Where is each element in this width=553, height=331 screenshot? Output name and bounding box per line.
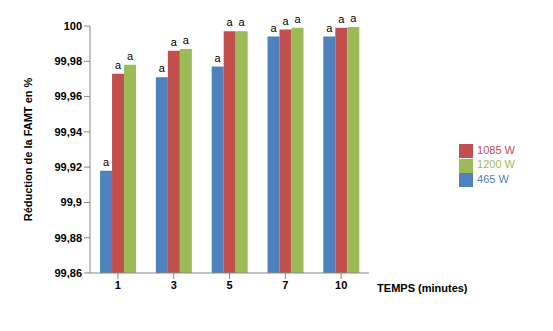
html-text:1085 W: 1085 W	[477, 144, 515, 157]
svg-text:99,96: 99,96	[54, 90, 82, 102]
svg-text:TEMPS (minutes): TEMPS (minutes)	[377, 282, 468, 294]
svg-text:a: a	[282, 15, 289, 27]
svg-text:a: a	[338, 13, 345, 25]
svg-text:a: a	[127, 50, 134, 62]
svg-text:99,94: 99,94	[54, 126, 82, 138]
html-text:1200 W: 1200 W	[477, 158, 515, 171]
svg-text:99,92: 99,92	[54, 161, 82, 173]
svg-text:100: 100	[64, 20, 82, 32]
svg-text:Réduction de la FAMT en %: Réduction de la FAMT en %	[22, 77, 34, 221]
svg-text:a: a	[115, 59, 122, 71]
svg-text:5: 5	[226, 279, 232, 291]
svg-text:99,86: 99,86	[54, 267, 82, 279]
svg-text:a: a	[171, 36, 178, 48]
svg-text:a: a	[103, 156, 110, 168]
svg-text:10: 10	[335, 279, 347, 291]
svg-text:1: 1	[115, 279, 121, 291]
svg-text:a: a	[270, 22, 277, 34]
svg-text:a: a	[239, 16, 246, 28]
svg-text:99,98: 99,98	[54, 55, 82, 67]
svg-text:a: a	[227, 16, 234, 28]
svg-text:a: a	[350, 12, 357, 24]
svg-text:a: a	[159, 62, 166, 74]
svg-text:a: a	[326, 22, 333, 34]
svg-text:99,9: 99,9	[61, 196, 82, 208]
svg-text:a: a	[183, 34, 190, 46]
svg-text:3: 3	[171, 279, 177, 291]
svg-text:a: a	[294, 13, 301, 25]
svg-text:7: 7	[282, 279, 288, 291]
html-text:465 W: 465 W	[477, 172, 509, 185]
svg-text:a: a	[215, 52, 222, 64]
svg-text:99,88: 99,88	[54, 232, 82, 244]
